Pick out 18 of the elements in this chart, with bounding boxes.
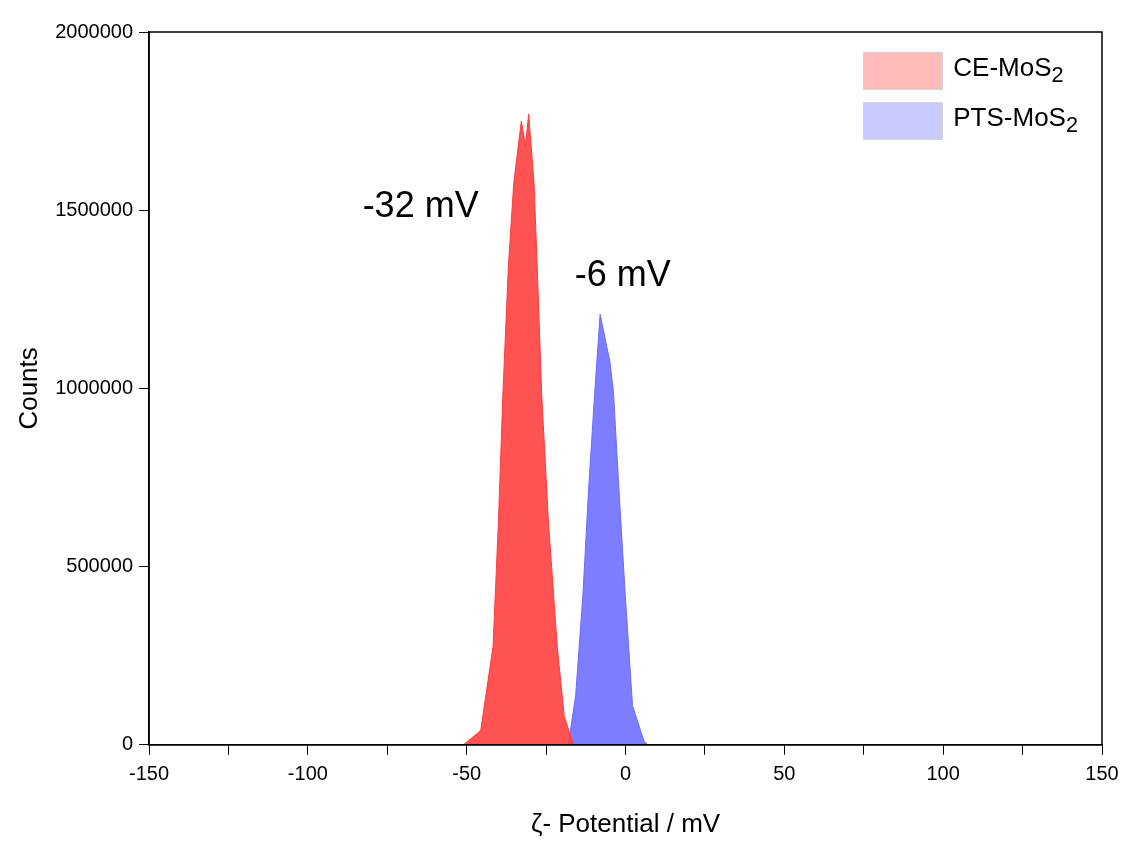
- x-tick-label: 0: [619, 762, 632, 785]
- x-tick-label: 50: [773, 762, 796, 785]
- x-tick-label: -150: [129, 762, 170, 785]
- legend-label: PTS-MoS$_{2}$: [953, 101, 1078, 140]
- x-tick-label: -100: [287, 762, 328, 785]
- annotation: -32 mV: [362, 184, 479, 226]
- legend-label: CE-MoS$_{2}$: [953, 51, 1064, 90]
- y-tick-label: 0: [121, 732, 134, 755]
- y-tick-label: 1000000: [55, 375, 134, 398]
- x-tick-label: -50: [452, 762, 482, 785]
- annotation: -6 mV: [574, 253, 671, 295]
- y-tick-label: 500000: [66, 554, 134, 577]
- y-tick-label: 1500000: [55, 197, 134, 220]
- y-axis-title: Counts: [12, 347, 43, 430]
- x-tick-label: 150: [1085, 762, 1119, 785]
- x-axis-title: ζ- Potential / mV: [530, 807, 721, 838]
- y-tick-label: 2000000: [55, 19, 134, 42]
- x-tick-label: 100: [926, 762, 960, 785]
